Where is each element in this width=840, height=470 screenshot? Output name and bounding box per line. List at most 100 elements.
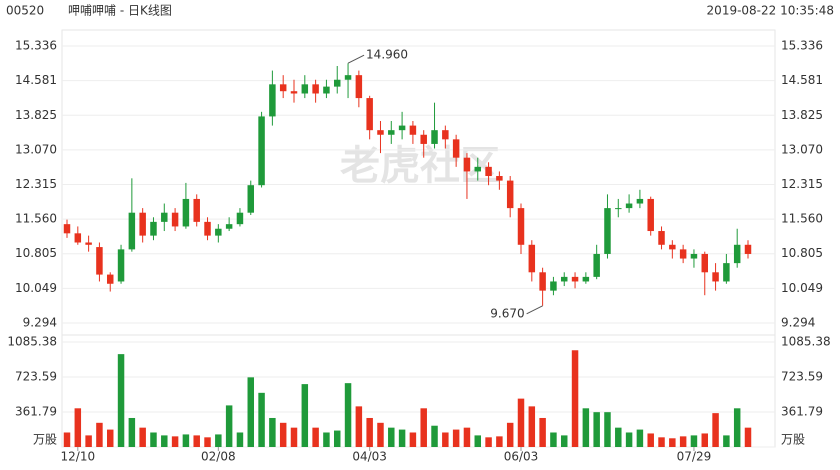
volume-bar — [366, 417, 373, 447]
volume-bar — [96, 422, 103, 447]
candle-body — [506, 180, 514, 209]
volume-bar — [182, 434, 190, 447]
volume-bar — [398, 429, 406, 447]
candle-body — [204, 221, 211, 236]
y2-tick-label-right: 723.59 — [781, 369, 823, 383]
y-tick-label: 10.049 — [15, 281, 57, 295]
volume-bar — [355, 406, 363, 447]
annotation-leader — [526, 305, 543, 315]
candle-body — [658, 231, 665, 245]
volume-bar — [161, 435, 168, 447]
candle-body — [712, 272, 719, 282]
candle-body — [85, 242, 92, 245]
volume-bar — [139, 427, 146, 447]
candle-body — [452, 139, 460, 158]
y-tick-label: 15.336 — [15, 39, 57, 53]
volume-bar — [269, 417, 276, 447]
volume-bar — [388, 427, 395, 447]
candle-body — [258, 116, 265, 186]
volume-bar — [679, 436, 687, 447]
volume-bar — [690, 435, 698, 447]
annotation-label: 14.960 — [366, 48, 408, 62]
volume-bar — [409, 432, 417, 447]
y2-tick-label: 723.59 — [15, 369, 57, 383]
volume-bar — [669, 438, 676, 447]
candle-body — [604, 208, 611, 254]
volume-bar — [452, 429, 460, 447]
volume-bar — [550, 432, 557, 447]
volume-bar — [204, 437, 211, 447]
candle-body — [571, 276, 579, 282]
candle-body — [182, 198, 190, 227]
candle-body — [323, 86, 330, 94]
ticker: 00520 — [6, 4, 44, 18]
volume-bar — [442, 432, 449, 447]
y-tick-label-right: 10.805 — [781, 246, 823, 260]
candle-body — [247, 185, 255, 213]
candle-body — [647, 198, 654, 232]
candle-body — [485, 166, 492, 177]
y-tick-label-right: 9.294 — [781, 316, 815, 330]
candle-body — [496, 176, 503, 181]
candle-body — [723, 263, 730, 282]
candle-body — [128, 212, 136, 250]
candle-body — [474, 166, 482, 172]
y-tick-label-right: 13.070 — [781, 142, 823, 156]
candle-body — [690, 253, 698, 259]
volume-bar — [485, 437, 492, 447]
candle-body — [409, 125, 417, 135]
volume-bar — [517, 398, 525, 447]
y-tick-label: 12.315 — [15, 177, 57, 191]
candle-body — [517, 208, 525, 245]
annotation-label: 9.670 — [490, 306, 524, 320]
volume-bar — [247, 377, 255, 447]
y-tick-label-right: 11.560 — [781, 212, 823, 226]
chart-title: 呷哺呷哺 - 日K线图 — [68, 4, 172, 18]
volume-bar — [301, 384, 309, 447]
y2-tick-label: 361.79 — [15, 405, 57, 419]
y-tick-label-right: 14.581 — [781, 73, 823, 87]
y-tick-label: 13.070 — [15, 142, 57, 156]
candle-body — [290, 91, 298, 94]
volume-bar — [615, 427, 622, 447]
candle-body — [279, 84, 287, 92]
volume-bar — [582, 408, 590, 447]
volume-bar — [604, 412, 611, 447]
volume-bar — [474, 435, 482, 447]
volume-bar — [150, 432, 157, 447]
y-tick-label-right: 15.336 — [781, 39, 823, 53]
y2-tick-label-right: 万股 — [781, 433, 805, 447]
volume-bar — [85, 435, 92, 447]
candle-body — [615, 208, 622, 210]
volume-frame — [61, 334, 776, 448]
candle-body — [344, 75, 352, 80]
candle-body — [442, 130, 449, 140]
volume-bar — [290, 427, 298, 447]
x-tick-label: 06/03 — [504, 450, 539, 464]
volume-bar — [333, 430, 341, 447]
volume-bar — [636, 429, 644, 447]
volume-bar — [593, 412, 600, 447]
volume-bar — [647, 433, 654, 447]
candle-body — [366, 98, 373, 131]
y-tick-label: 9.294 — [23, 316, 57, 330]
volume-bar — [658, 437, 665, 447]
candle-body — [225, 224, 233, 229]
candle-body — [679, 249, 687, 259]
candle-body — [74, 233, 82, 243]
candle-body — [150, 221, 157, 236]
candle-body — [398, 125, 406, 131]
candle-body — [636, 198, 644, 204]
y-tick-label: 11.560 — [15, 212, 57, 226]
y2-tick-label: 1085.38 — [7, 335, 57, 349]
candle-body — [96, 247, 103, 275]
candle-body — [733, 244, 741, 264]
volume-bar — [723, 435, 730, 447]
candle-body — [625, 203, 633, 209]
candle-body — [377, 130, 384, 135]
y2-tick-label: 万股 — [33, 433, 57, 447]
volume-bar — [571, 350, 579, 447]
volume-bar — [106, 429, 114, 447]
candle-body — [431, 130, 438, 144]
volume-bar — [171, 436, 179, 447]
